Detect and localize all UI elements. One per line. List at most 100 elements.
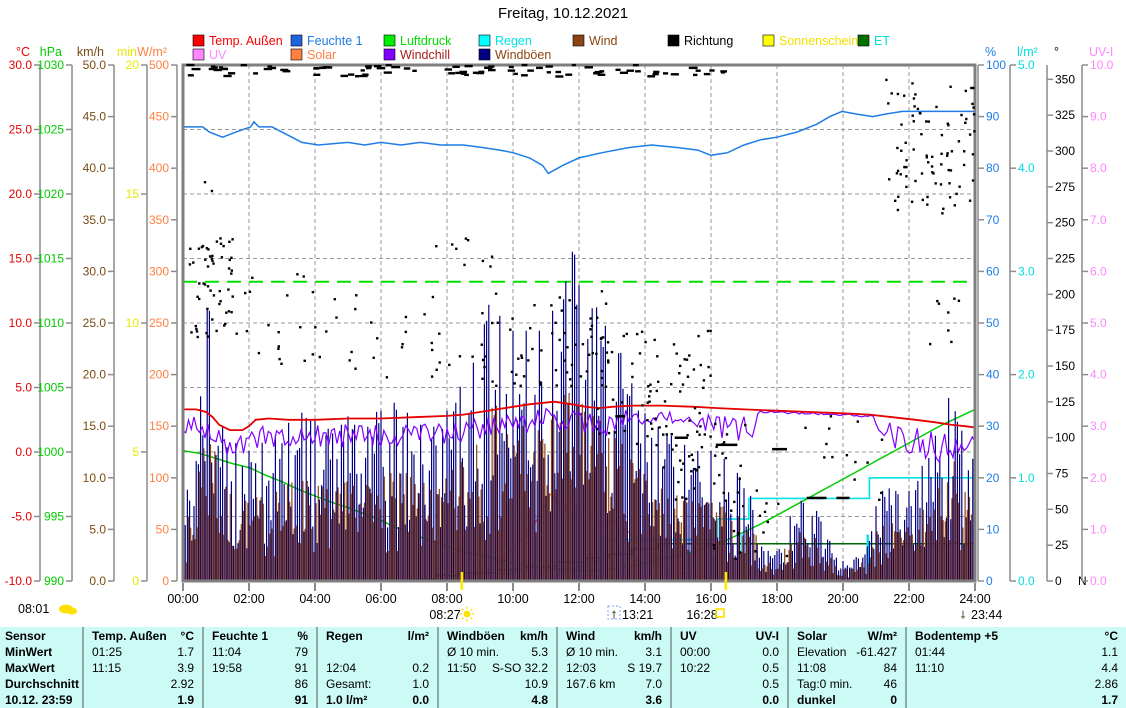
stats-cell: 4.8 <box>439 692 556 708</box>
axis-%-right: 0102030405060708090100% <box>978 45 1006 588</box>
svg-text:5: 5 <box>132 445 139 459</box>
svg-text:km/h: km/h <box>77 45 104 59</box>
axis-min-left: 05101520min <box>117 45 147 588</box>
svg-text:5.0: 5.0 <box>1018 58 1035 72</box>
stats-cell: 11:0479 <box>204 644 316 660</box>
axis-Wm-left: 050100150200250300350400450500W/m² <box>137 45 177 588</box>
svg-text:12:00: 12:00 <box>563 592 594 606</box>
svg-text:0: 0 <box>986 574 993 588</box>
uv-swatch-icon <box>193 49 204 60</box>
axis-kmh-left: 0.05.010.015.020.025.030.035.040.045.050… <box>77 45 114 588</box>
stats-cell: 0.0 <box>672 692 787 708</box>
stats-cell: 167.6 km7.0 <box>558 676 670 692</box>
svg-text:Feuchte 1: Feuchte 1 <box>307 34 363 48</box>
svg-text:↑: ↑ <box>611 606 618 621</box>
stats-cell: 19:5891 <box>204 660 316 676</box>
svg-text:hPa: hPa <box>40 45 62 59</box>
svg-text:Windchill: Windchill <box>400 48 450 62</box>
legend-item-et: ET <box>858 34 890 48</box>
svg-text:350: 350 <box>1055 72 1075 86</box>
stats-cell: 3.6 <box>558 692 670 708</box>
legend-item-regen: Regen <box>479 34 532 48</box>
stats-cell: 01:441.1 <box>907 644 1126 660</box>
stats-cell: 12:040.2 <box>318 660 437 676</box>
stats-cell: dunkel0 <box>789 692 905 708</box>
svg-text:450: 450 <box>149 110 169 124</box>
svg-text:%: % <box>985 45 996 59</box>
svg-text:50: 50 <box>1055 502 1069 516</box>
stats-col-header: Regenl/m² <box>318 628 437 644</box>
svg-text:0.0: 0.0 <box>1018 574 1035 588</box>
regen-swatch-icon <box>479 35 490 46</box>
svg-text:500: 500 <box>149 58 169 72</box>
stats-col-4: Windkm/hØ 10 min.3.112:03S 19.7167.6 km7… <box>556 627 670 708</box>
stats-cell: 0.5 <box>672 676 787 692</box>
stats-cell: 10:220.5 <box>672 660 787 676</box>
svg-text:00:00: 00:00 <box>167 592 198 606</box>
svg-text:1000: 1000 <box>37 445 64 459</box>
legend-item-sonnenschein: Sonnenschein <box>763 34 858 48</box>
svg-text:60: 60 <box>986 264 1000 278</box>
stats-cell: 91 <box>204 692 316 708</box>
svg-text:18:00: 18:00 <box>761 592 792 606</box>
svg-text:0.0: 0.0 <box>89 574 106 588</box>
svg-text:0.0: 0.0 <box>15 445 32 459</box>
luftdruck-swatch-icon <box>384 35 395 46</box>
svg-text:0: 0 <box>1055 574 1062 588</box>
svg-text:0: 0 <box>162 574 169 588</box>
richtung-swatch-icon <box>668 35 679 46</box>
svg-text:50.0: 50.0 <box>83 58 107 72</box>
svg-text:350: 350 <box>149 213 169 227</box>
svg-text:9.0: 9.0 <box>1090 110 1107 124</box>
svg-text:10.0: 10.0 <box>1090 58 1114 72</box>
stats-cell: Ø 10 min.3.1 <box>558 644 670 660</box>
stats-col-7: Bodentemp +5°C01:441.111:104.42.861.7 <box>905 627 1126 708</box>
svg-text:6.0: 6.0 <box>1090 264 1107 278</box>
legend-item-uv: UV <box>193 48 227 62</box>
svg-text:75: 75 <box>1055 467 1069 481</box>
svg-text:0: 0 <box>132 574 139 588</box>
svg-text:10: 10 <box>986 522 1000 536</box>
legend-item-windchill: Windchill <box>384 48 450 62</box>
page-title: Freitag, 10.12.2021 <box>0 5 1126 22</box>
svg-text:1020: 1020 <box>37 187 64 201</box>
svg-text:24:00: 24:00 <box>959 592 990 606</box>
svg-text:0.0: 0.0 <box>1090 574 1107 588</box>
svg-text:225: 225 <box>1055 252 1075 266</box>
stats-row-label: MaxWert <box>0 660 82 676</box>
svg-text:30.0: 30.0 <box>83 264 107 278</box>
svg-text:06:00: 06:00 <box>365 592 396 606</box>
svg-text:20: 20 <box>986 471 1000 485</box>
stats-cell: 10.9 <box>439 676 556 692</box>
svg-text:30: 30 <box>986 419 1000 433</box>
svg-text:30.0: 30.0 <box>9 58 33 72</box>
svg-text:UV-I: UV-I <box>1089 45 1113 59</box>
svg-text:min: min <box>117 45 137 59</box>
svg-text:23:44: 23:44 <box>971 608 1002 622</box>
stats-col-2: Regenl/m²12:040.2Gesamt:1.01.0 l/m²0.0 <box>316 627 437 708</box>
legend-item-feuchte-1: Feuchte 1 <box>291 34 363 48</box>
time-axis: 00:0002:0004:0006:0008:0010:0012:0014:00… <box>167 583 990 606</box>
svg-text:250: 250 <box>1055 216 1075 230</box>
svg-text:995: 995 <box>44 510 64 524</box>
svg-text:13:21: 13:21 <box>622 608 653 622</box>
svg-text:↓: ↓ <box>960 606 967 621</box>
svg-text:25.0: 25.0 <box>9 123 33 137</box>
svg-text:80: 80 <box>986 161 1000 175</box>
svg-text:1005: 1005 <box>37 381 64 395</box>
svg-text:l/m²: l/m² <box>1017 45 1038 59</box>
sunrise-sun-icon <box>460 607 475 622</box>
svg-text:2.0: 2.0 <box>1018 368 1035 382</box>
stats-col-5: UVUV-I00:000.010:220.50.50.0 <box>670 627 787 708</box>
svg-text:08:27: 08:27 <box>429 608 460 622</box>
svg-text:15: 15 <box>126 187 140 201</box>
stats-col-header: Windböenkm/h <box>439 628 556 644</box>
svg-text:1015: 1015 <box>37 252 64 266</box>
svg-text:02:00: 02:00 <box>233 592 264 606</box>
svg-text:10: 10 <box>126 316 140 330</box>
svg-text:100: 100 <box>1055 431 1075 445</box>
svg-text:1.0: 1.0 <box>1018 471 1035 485</box>
svg-text:300: 300 <box>1055 144 1075 158</box>
series-windboeen <box>183 252 975 581</box>
legend-item-solar: Solar <box>291 48 336 62</box>
